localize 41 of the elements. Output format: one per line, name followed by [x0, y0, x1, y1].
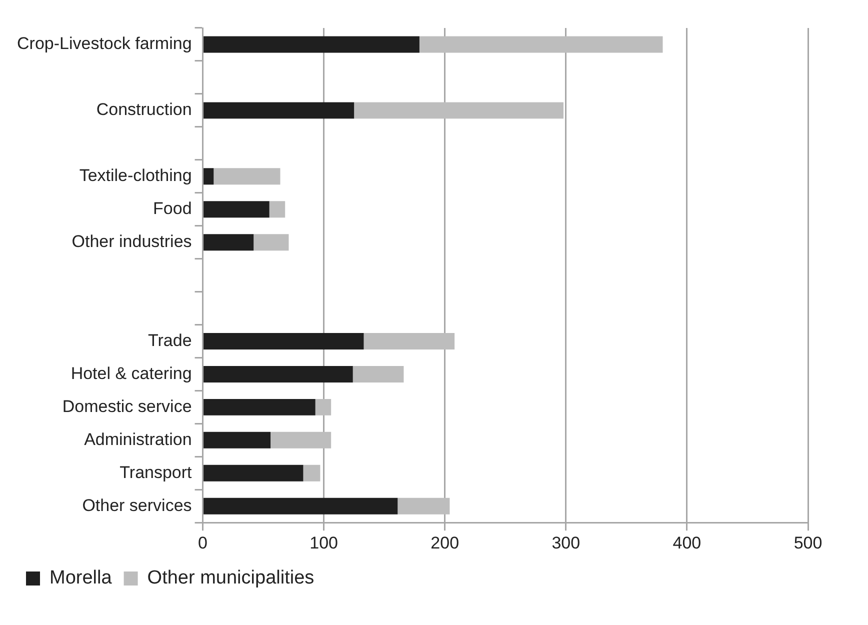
bar — [204, 432, 271, 448]
bar — [254, 234, 289, 251]
y-tick-label: Other services — [82, 496, 192, 515]
x-tick-label: 200 — [430, 533, 460, 552]
bar — [204, 234, 254, 251]
x-tick-label: 0 — [198, 533, 208, 552]
bar — [354, 102, 564, 119]
y-tick-label: Trade — [148, 330, 192, 350]
y-tick-label: Domestic service — [62, 396, 192, 416]
legend-label: Other municipalities — [147, 568, 314, 589]
bar — [204, 498, 398, 514]
y-tick-label: Crop-Livestock farming — [17, 34, 192, 54]
bar — [204, 464, 304, 482]
x-tick-label: 100 — [310, 533, 338, 552]
bar — [364, 333, 455, 350]
bar — [204, 201, 270, 218]
bar — [204, 36, 420, 53]
bar — [270, 432, 332, 448]
bar — [204, 102, 354, 119]
bar — [419, 36, 663, 53]
y-tick-label: Administration — [84, 430, 192, 449]
x-tick-label: 500 — [794, 533, 822, 552]
y-tick-label: Transport — [120, 462, 192, 482]
bar — [269, 201, 286, 218]
bar — [204, 333, 364, 350]
bar — [204, 366, 353, 382]
y-tick-label: Hotel & catering — [70, 364, 192, 383]
y-tick-label: Construction — [96, 100, 192, 120]
y-tick-label: Textile-clothing — [79, 166, 192, 186]
x-tick-label: 300 — [552, 533, 580, 552]
bar — [352, 366, 404, 382]
bar — [214, 168, 280, 185]
bar — [315, 398, 332, 416]
bar — [204, 168, 214, 185]
x-tick-label: 400 — [672, 533, 702, 552]
y-tick-label: Food — [153, 199, 192, 218]
bar — [303, 464, 320, 482]
legend-label: Morella — [50, 568, 112, 589]
bar — [204, 398, 316, 416]
y-tick-label: Other industries — [72, 232, 192, 252]
bar — [398, 498, 450, 514]
